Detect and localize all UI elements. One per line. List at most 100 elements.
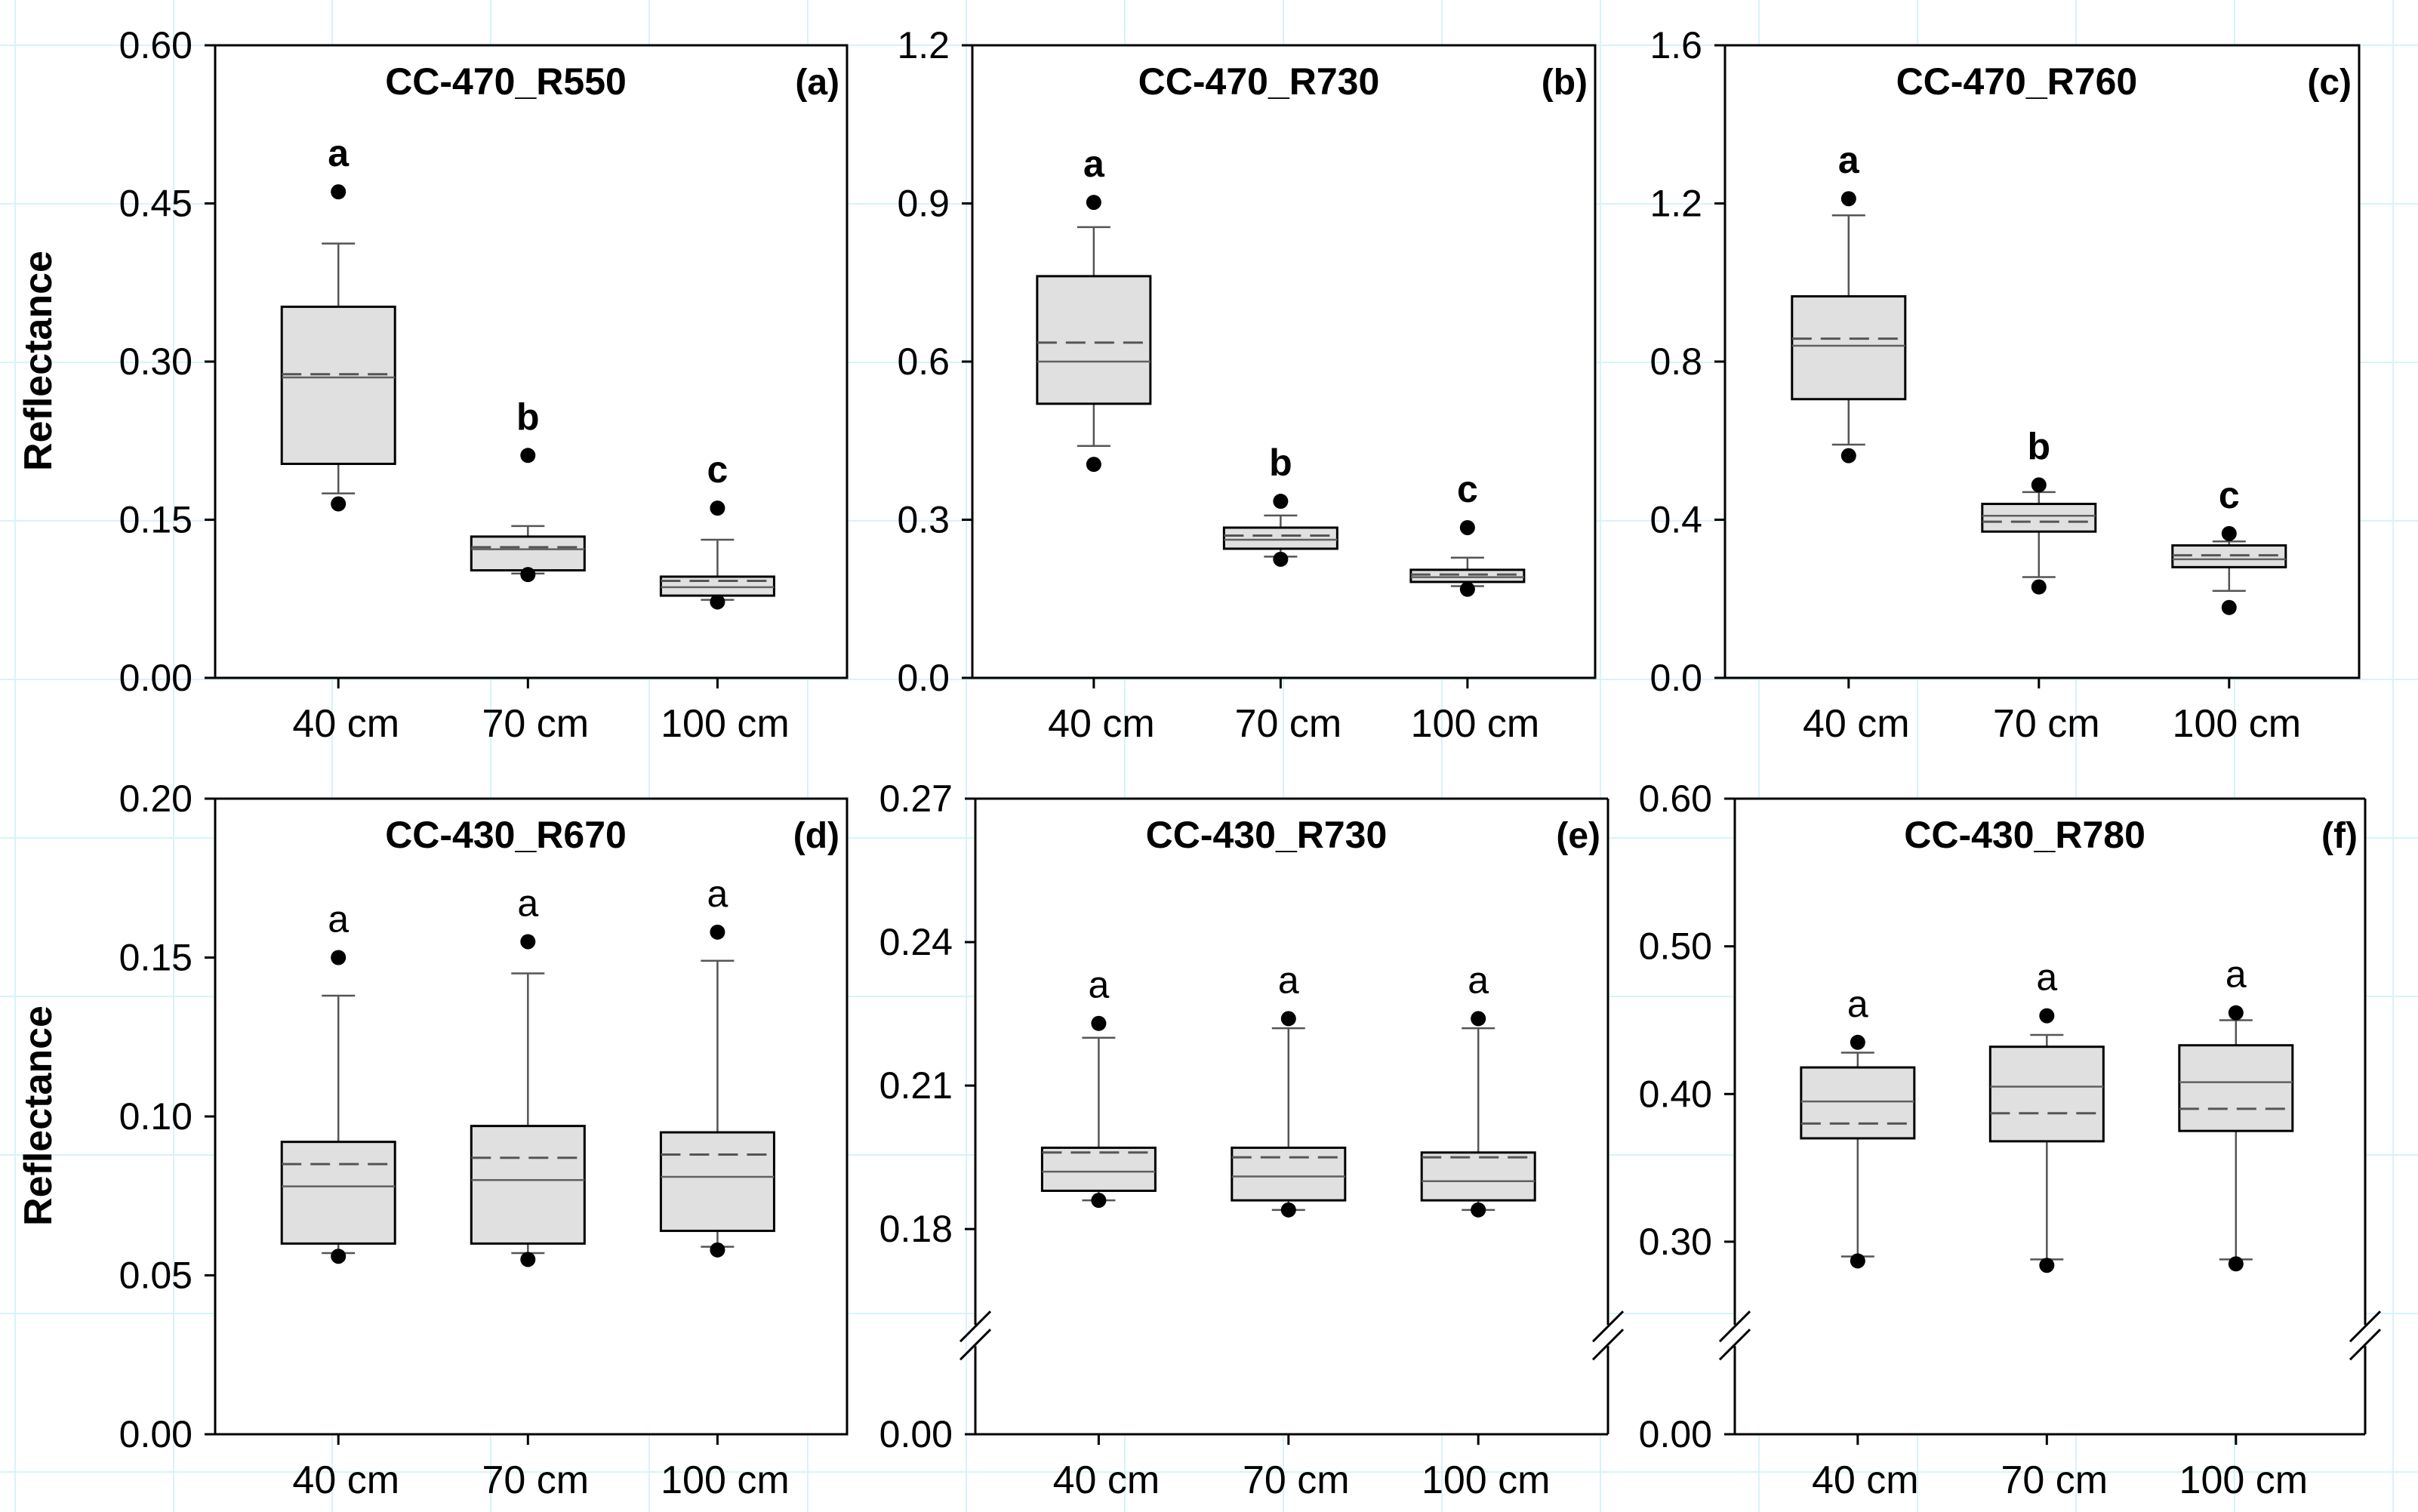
box-2: 70 cm a	[1988, 956, 2108, 1502]
outlier-point	[331, 950, 347, 965]
iqr-box	[280, 305, 396, 465]
x-tick-label: 40 cm	[1803, 702, 1910, 746]
outlier-point	[1471, 1202, 1486, 1218]
x-tick-label: 70 cm	[1243, 1458, 1350, 1502]
x-tick-label: 70 cm	[1993, 702, 2100, 746]
outlier-point	[2221, 599, 2237, 615]
box-2: 70 cm b	[1981, 425, 2100, 746]
significance-letter: a	[328, 898, 349, 941]
x-tick-label: 70 cm	[482, 702, 590, 746]
significance-letter: b	[2028, 425, 2051, 467]
y-axis-label-top: Reflectance	[17, 251, 60, 471]
y-tick-label: 0.15	[119, 937, 193, 979]
plot-area-e	[975, 799, 1608, 1434]
iqr-box	[2178, 1044, 2294, 1132]
panel-d: 0.00 0.05 0.10 0.15 0.20 CC-430_R670 (d) 40 cm a…	[119, 778, 849, 1502]
y-tick-label: 1.6	[1649, 24, 1702, 66]
box-2: 70 cm b	[470, 396, 590, 746]
outlier-point	[331, 1249, 347, 1264]
panel-tag: (c)	[2307, 63, 2352, 103]
axis-break-mark	[959, 1329, 992, 1361]
x-tick-label: 40 cm	[292, 702, 399, 746]
y-tick-label: 0.6	[897, 340, 950, 383]
panel-tag: (b)	[1542, 63, 1588, 103]
axis-break-mark	[1718, 1310, 1751, 1343]
y-tick-label: 0.8	[1649, 340, 1702, 383]
panel-e: 0.00 0.18 0.21 0.24 0.27 CC-430_R730 (e) 40 cm a…	[879, 778, 1625, 1502]
panel-c: 0.0 0.4 0.8 1.2 1.6 CC-470_R760 (c) 40 cm a 70 cm…	[1649, 24, 2361, 746]
axis-break-mark	[1718, 1329, 1751, 1361]
outlier-point	[710, 594, 725, 610]
significance-letter: a	[1468, 959, 1489, 1001]
y-tick-label: 0.3	[897, 499, 950, 541]
iqr-box	[659, 1131, 775, 1233]
y-tick-label: 0.00	[119, 657, 193, 699]
outlier-point	[710, 1242, 725, 1258]
outlier-point	[520, 1252, 536, 1267]
significance-letter: c	[1457, 468, 1478, 510]
x-tick-label: 70 cm	[482, 1458, 590, 1502]
box-1: 40 cm a	[280, 132, 399, 746]
panel-tag: (e)	[1556, 816, 1600, 856]
iqr-box	[1409, 568, 1526, 584]
y-tick-label: 0.30	[119, 340, 193, 383]
x-tick-label: 40 cm	[292, 1458, 399, 1502]
outlier-point	[1273, 494, 1289, 510]
panel-b: 0.0 0.3 0.6 0.9 1.2 CC-470_R730 (b) 40 cm a 70 cm…	[897, 24, 1597, 746]
significance-letter: a	[328, 132, 350, 174]
y-tick-label: 0.0	[897, 657, 950, 699]
outlier-point	[1471, 1011, 1486, 1027]
y-tick-label: 0.00	[1639, 1413, 1712, 1455]
significance-letter: a	[517, 882, 538, 924]
box-3: 100 cm c	[2171, 474, 2302, 746]
outlier-point	[1459, 519, 1475, 535]
significance-letter: a	[707, 873, 728, 915]
x-tick-label: 100 cm	[2173, 702, 2302, 746]
outlier-point	[331, 184, 347, 200]
outlier-point	[2031, 579, 2047, 595]
x-tick-label: 40 cm	[1812, 1458, 1919, 1502]
y-tick-label: 0.0	[1649, 657, 1702, 699]
axis-break-mark	[959, 1310, 992, 1343]
outlier-point	[2228, 1005, 2244, 1021]
outlier-point	[2221, 525, 2237, 541]
y-tick-label: 0.27	[879, 778, 953, 820]
outlier-point	[1091, 1015, 1107, 1031]
iqr-box	[1981, 503, 2097, 533]
significance-letter: a	[1847, 983, 1868, 1025]
significance-letter: b	[1269, 442, 1292, 484]
outlier-point	[2031, 477, 2047, 493]
box-2: 70 cm a	[1231, 959, 1350, 1502]
iqr-box	[280, 1141, 396, 1245]
outlier-point	[710, 500, 725, 516]
axis-break-mark	[2349, 1310, 2382, 1343]
outlier-point	[1273, 551, 1289, 567]
y-tick-label: 0.24	[879, 921, 953, 963]
outlier-point	[1280, 1011, 1296, 1027]
iqr-box	[470, 1125, 586, 1245]
panel-tag: (f)	[2321, 816, 2358, 856]
outlier-point	[1850, 1034, 1865, 1050]
y-tick-label: 0.45	[119, 183, 193, 225]
y-tick-label: 0.21	[879, 1064, 953, 1107]
significance-letter: c	[707, 448, 728, 491]
y-tick-label: 0.00	[879, 1413, 953, 1455]
panel-a: 0.00 0.15 0.30 0.45 0.60 CC-470_R550 (a) 40 cm a…	[119, 24, 849, 746]
y-axis-label-bottom: Reflectance	[17, 1005, 60, 1226]
y-tick-label: 0.00	[119, 1413, 193, 1455]
x-tick-label: 70 cm	[1235, 702, 1342, 746]
y-tick-label: 0.40	[1639, 1073, 1712, 1115]
box-3: 100 cm c	[1409, 468, 1539, 746]
panel-title: CC-470_R760	[1896, 60, 2138, 103]
x-tick-label: 100 cm	[661, 702, 790, 746]
axis-break-mark	[2349, 1329, 2382, 1361]
outlier-point	[2039, 1258, 2055, 1273]
axis-break-mark	[1591, 1329, 1625, 1361]
box-1: 40 cm a	[1800, 983, 1919, 1502]
outlier-point	[1091, 1193, 1107, 1209]
panel-title: CC-430_R670	[385, 814, 627, 856]
outlier-point	[1840, 448, 1856, 463]
panel-tag: (d)	[793, 816, 839, 856]
box-3: 100 cm c	[659, 448, 790, 746]
